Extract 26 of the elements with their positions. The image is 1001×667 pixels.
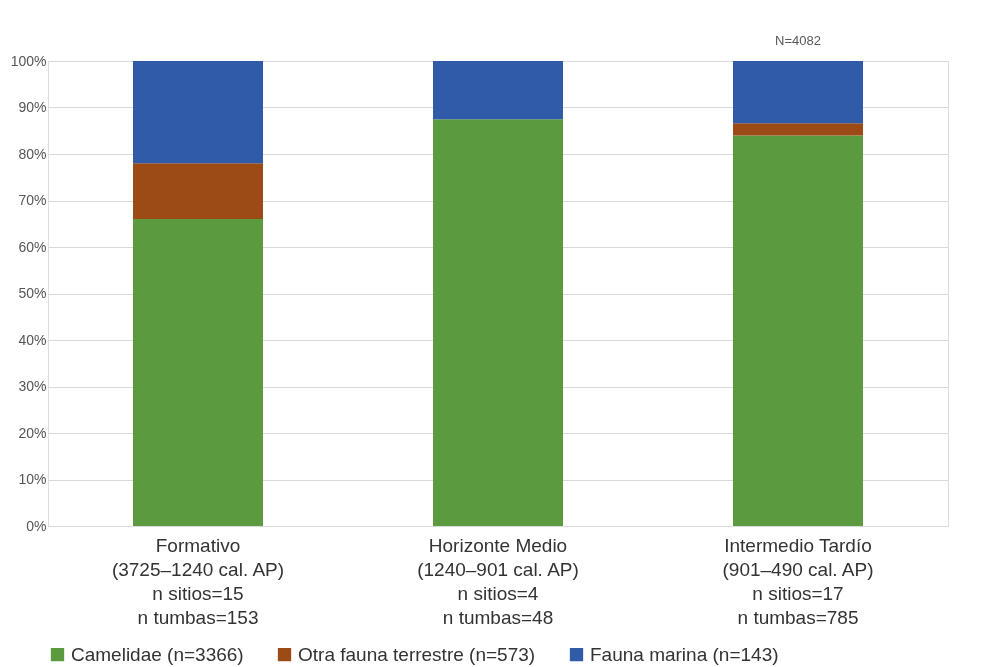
annotation: N=4082 [775, 33, 821, 48]
y-tick-label: 50% [18, 285, 47, 301]
y-tick-label: 40% [18, 331, 47, 348]
y-tick-label: 10% [18, 471, 47, 487]
bar [133, 163, 263, 220]
bar [733, 61, 863, 124]
bar [133, 61, 263, 164]
y-tick-label: 90% [18, 99, 47, 115]
y-tick-label: 0% [26, 517, 47, 534]
legend-label: Camelidae (n=3366) [71, 643, 244, 665]
legend-label: Otra fauna terrestre (n=573) [298, 643, 536, 665]
y-tick-label: 70% [18, 192, 47, 208]
y-tick-label: 60% [18, 238, 47, 255]
x-tick-label: Formativo (3725–1240 cal. AP) n sitios=15 n tumbas=153 [111, 534, 285, 628]
bar [433, 61, 563, 120]
x-tick-label: Intermedio Tardío (901–490 cal. AP) n sitios=17 n tumbas=785 [722, 534, 874, 628]
x-tick-label: Horizonte Medio (1240–901 cal. AP) n sitios=4 n tumbas=48 [417, 534, 579, 628]
bar [133, 219, 263, 526]
bar [733, 123, 863, 136]
y-tick-label: 20% [18, 424, 47, 441]
bar [733, 135, 863, 526]
y-tick-label: 100% [10, 52, 47, 69]
legend-label: Fauna marina (n=143) [590, 643, 779, 665]
bar [433, 119, 563, 526]
y-tick-label: 80% [18, 145, 47, 162]
y-tick-label: 30% [18, 378, 47, 394]
